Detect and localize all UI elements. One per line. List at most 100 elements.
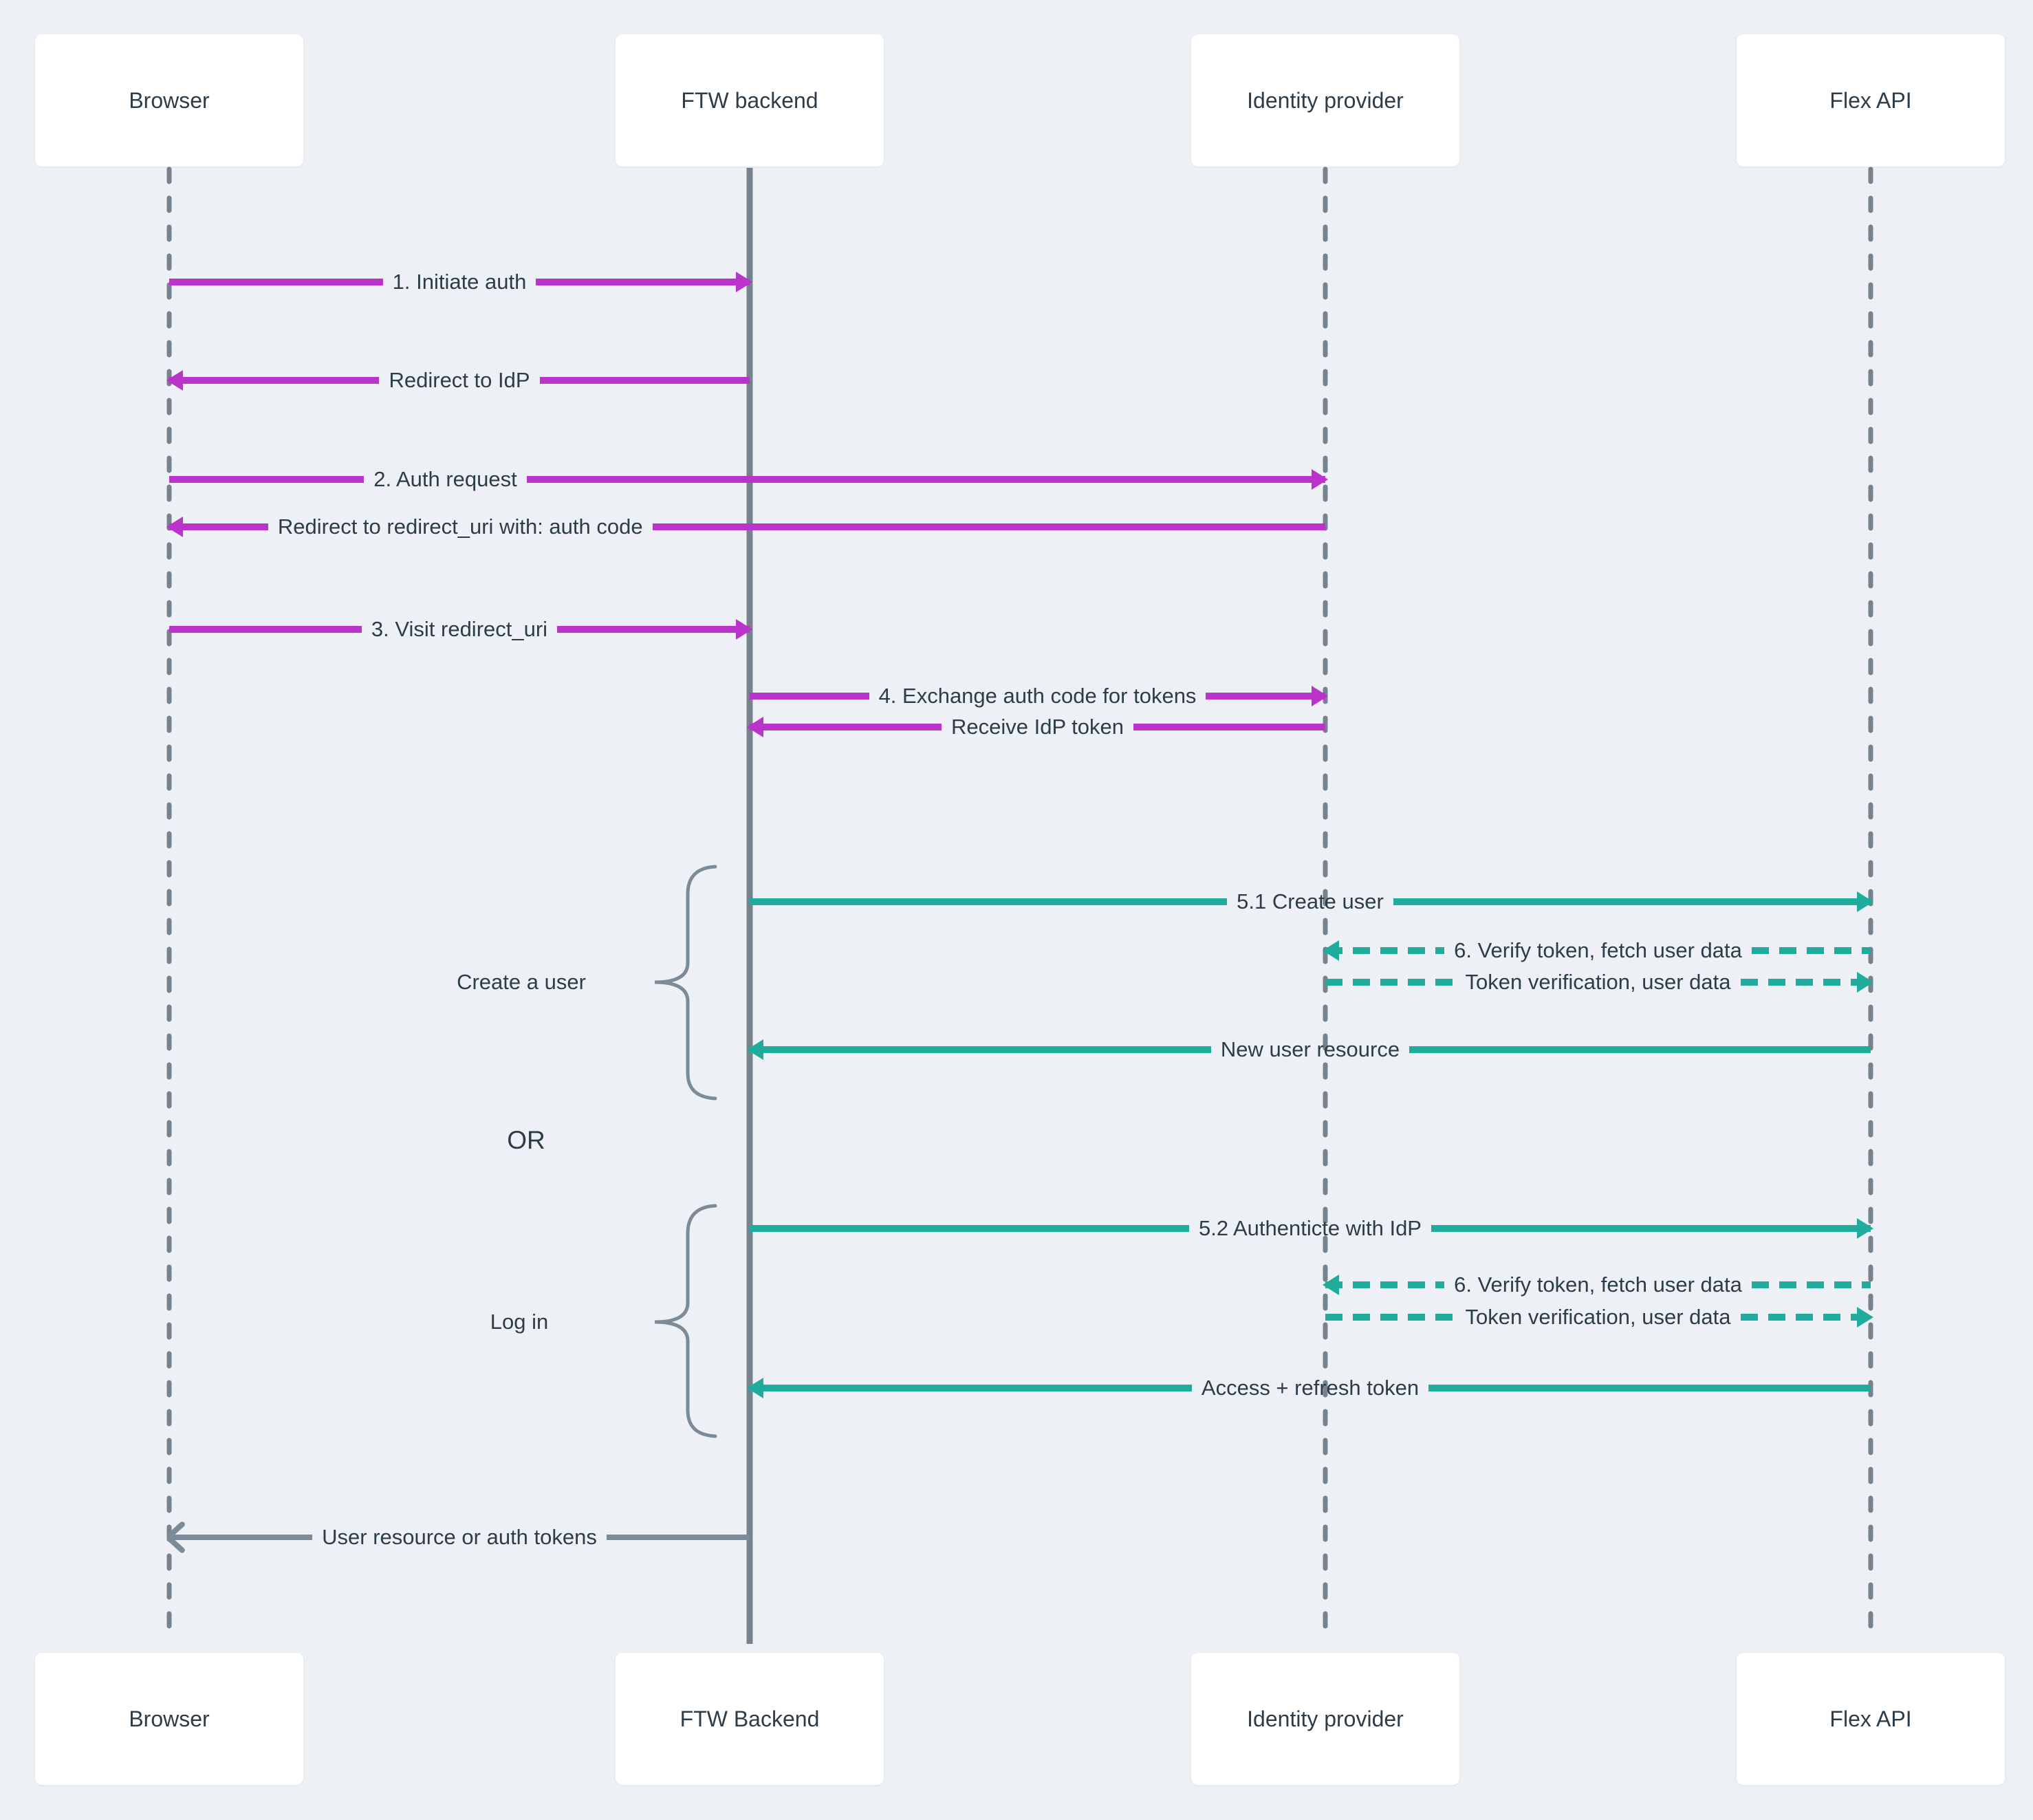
arrowhead-left-icon	[747, 717, 763, 737]
participant-top-ftw-backend: FTW backend	[616, 34, 884, 166]
message-token-verification-create: Token verification, user data	[1325, 967, 1873, 997]
arrow-line	[1206, 693, 1325, 700]
message-3-visit-redirect-uri: 3. Visit redirect_uri	[169, 614, 752, 644]
message-label: 5.1 Create user	[1237, 889, 1384, 913]
arrow-line	[750, 693, 869, 700]
message-label: User resource or auth tokens	[322, 1525, 597, 1549]
participant-bottom-browser: Browser	[35, 1653, 303, 1785]
arrow-line	[557, 626, 750, 633]
message-new-user-resource: New user resource	[747, 1034, 1871, 1065]
arrowhead-right-icon	[736, 272, 752, 292]
message-label: New user resource	[1220, 1037, 1400, 1061]
arrow-line	[1409, 1046, 1871, 1053]
participant-bottom-flex-api: Flex API	[1737, 1653, 2005, 1785]
arrow-line	[169, 377, 380, 384]
arrow-line-dashed	[1751, 947, 1871, 954]
message-label: 2. Auth request	[373, 467, 517, 491]
participant-label: Flex API	[1829, 1706, 1912, 1731]
message-label: Token verification, user data	[1465, 970, 1731, 994]
arrow-line	[750, 724, 942, 730]
arrow-line	[526, 476, 1325, 483]
arrowhead-left-icon	[166, 370, 183, 391]
participant-label: Flex API	[1829, 87, 1912, 113]
message-label: Receive IdP token	[950, 715, 1124, 739]
message-1-initiate-auth: 1. Initiate auth	[169, 267, 752, 297]
or-label: OR	[507, 1126, 545, 1154]
message-6-verify-token-create: 6. Verify token, fetch user data	[1323, 935, 1871, 966]
arrow-line-dashed	[1325, 1281, 1445, 1288]
participant-label: FTW backend	[681, 87, 818, 113]
arrowhead-right-icon	[1857, 972, 1873, 993]
participant-top-browser: Browser	[35, 34, 303, 166]
arrow-line-dashed	[1751, 1281, 1871, 1288]
arrow-line	[1133, 724, 1325, 730]
arrowhead-left-icon	[166, 517, 183, 537]
arrow-line	[169, 1535, 313, 1540]
participant-label: Identity provider	[1247, 87, 1404, 113]
message-redirect-uri-with-auth-code: Redirect to redirect_uri with: auth code	[166, 512, 1325, 542]
arrow-line-dashed	[1325, 979, 1456, 986]
participant-bottom-identity-provider: Identity provider	[1191, 1653, 1459, 1785]
participant-top-identity-provider: Identity provider	[1191, 34, 1459, 166]
arrowhead-left-icon	[1323, 1275, 1339, 1295]
participant-label: Identity provider	[1247, 1706, 1404, 1731]
log-in-section-label: Log in	[490, 1310, 549, 1334]
participant-label: Browser	[129, 1706, 210, 1731]
message-5-2-authenticate-with-idp: 5.2 Authenticte with IdP	[750, 1213, 1873, 1244]
message-6-verify-token-login: 6. Verify token, fetch user data	[1323, 1270, 1871, 1300]
message-label: 3. Visit redirect_uri	[371, 617, 548, 641]
create-user-section-label: Create a user	[457, 970, 586, 994]
message-label: 5.2 Authenticte with IdP	[1199, 1216, 1422, 1240]
message-label: 1. Initiate auth	[392, 270, 527, 294]
message-label: Redirect to IdP	[389, 368, 530, 392]
arrow-line	[169, 279, 383, 285]
message-label: 6. Verify token, fetch user data	[1454, 938, 1742, 962]
message-label: Access + refresh token	[1201, 1376, 1420, 1400]
arrow-line	[1428, 1385, 1871, 1391]
participant-label: Browser	[129, 87, 210, 113]
message-redirect-to-idp: Redirect to IdP	[166, 365, 750, 396]
message-2-auth-request: 2. Auth request	[169, 464, 1328, 495]
arrow-line-dashed	[1740, 979, 1871, 986]
arrow-line	[606, 1535, 750, 1540]
arrow-line	[1431, 1225, 1871, 1232]
participant-top-flex-api: Flex API	[1737, 34, 2005, 166]
log-in-brace	[654, 1204, 717, 1438]
arrow-line	[539, 377, 750, 384]
arrowhead-right-icon	[1857, 1218, 1873, 1239]
message-receive-idp-token: Receive IdP token	[747, 712, 1325, 742]
arrowhead-right-icon	[1312, 686, 1328, 706]
message-4-exchange-auth-code: 4. Exchange auth code for tokens	[750, 681, 1328, 711]
arrow-line	[750, 1225, 1189, 1232]
message-label: 6. Verify token, fetch user data	[1454, 1272, 1742, 1297]
arrowhead-left-icon	[747, 1378, 763, 1398]
arrow-line	[169, 476, 365, 483]
arrow-line-dashed	[1325, 1314, 1456, 1321]
arrowhead-left-icon	[1323, 940, 1339, 961]
message-access-refresh-token: Access + refresh token	[747, 1373, 1871, 1403]
arrow-line-dashed	[1740, 1314, 1871, 1321]
arrow-line	[652, 523, 1325, 530]
arrowhead-stick-left-icon	[168, 1525, 193, 1550]
arrow-line	[1393, 898, 1871, 905]
arrowhead-right-icon	[1857, 1307, 1873, 1328]
message-label: Token verification, user data	[1465, 1305, 1731, 1329]
arrowhead-right-icon	[1312, 469, 1328, 490]
arrow-line-dashed	[1325, 947, 1445, 954]
message-user-resource-or-auth-tokens: User resource or auth tokens	[169, 1522, 750, 1552]
arrow-line	[750, 898, 1228, 905]
arrow-line	[536, 279, 750, 285]
create-user-brace	[654, 865, 717, 1101]
arrow-line	[169, 523, 268, 530]
participant-bottom-ftw-backend: FTW Backend	[616, 1653, 884, 1785]
message-5-1-create-user: 5.1 Create user	[750, 887, 1873, 917]
message-label: 4. Exchange auth code for tokens	[878, 684, 1197, 708]
arrowhead-right-icon	[736, 619, 752, 640]
arrow-line	[750, 1046, 1211, 1053]
participant-label: FTW Backend	[680, 1706, 820, 1731]
arrowhead-left-icon	[747, 1039, 763, 1060]
message-label: Redirect to redirect_uri with: auth code	[277, 514, 643, 539]
message-token-verification-login: Token verification, user data	[1325, 1302, 1873, 1332]
arrow-line	[750, 1385, 1192, 1391]
